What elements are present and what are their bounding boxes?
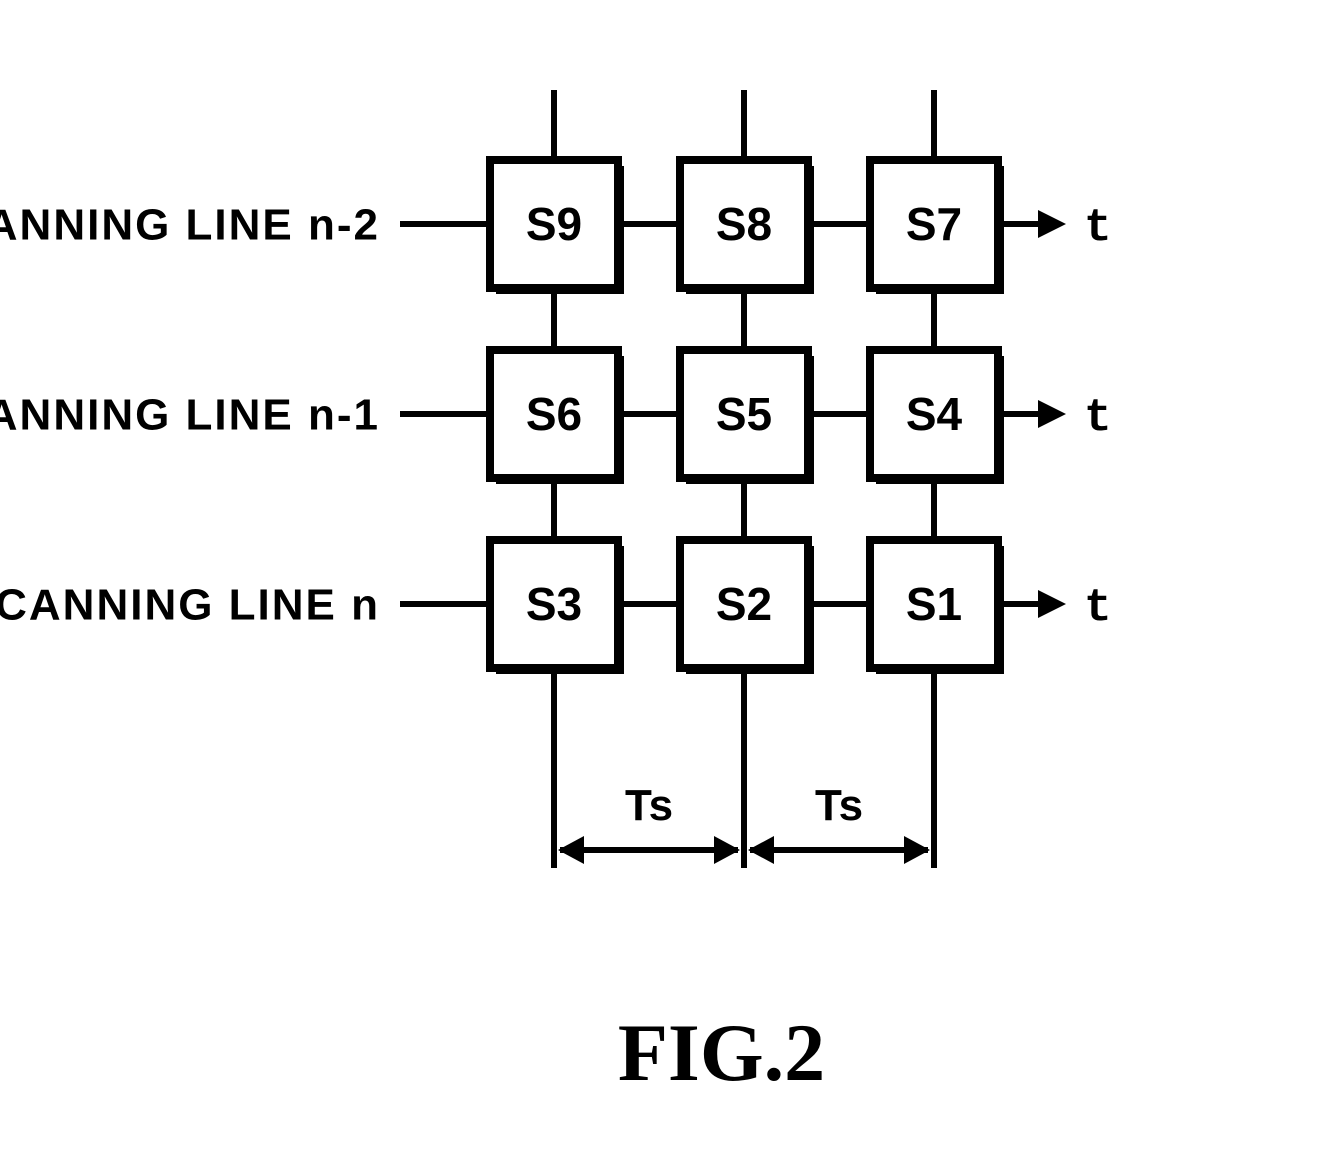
cell-label: S6 [526, 388, 582, 440]
grid-cell: S6 [490, 350, 624, 484]
scanning-line-label: SCANNING LINE n-1 [0, 390, 380, 439]
ts-arrowhead-right [904, 836, 930, 864]
ts-label: Ts [815, 781, 863, 830]
cell-label: S3 [526, 578, 582, 630]
grid-cell: S3 [490, 540, 624, 674]
grid-cell: S5 [680, 350, 814, 484]
grid-cell: S1 [870, 540, 1004, 674]
cell-label: S1 [906, 578, 962, 630]
scanning-line-label: SCANNING LINE n [0, 580, 380, 629]
grid-cell: S4 [870, 350, 1004, 484]
grid-cell: S2 [680, 540, 814, 674]
cell-label: S2 [716, 578, 772, 630]
row-arrowhead [1038, 210, 1066, 238]
row-arrowhead [1038, 590, 1066, 618]
cell-label: S7 [906, 198, 962, 250]
t-axis-label: t [1084, 202, 1112, 254]
ts-arrowhead-left [748, 836, 774, 864]
ts-arrowhead-left [558, 836, 584, 864]
ts-arrowhead-right [714, 836, 740, 864]
cell-label: S5 [716, 388, 772, 440]
ts-label: Ts [625, 781, 673, 830]
row-arrowhead [1038, 400, 1066, 428]
cell-label: S4 [906, 388, 963, 440]
t-axis-label: t [1084, 392, 1112, 444]
grid-cell: S8 [680, 160, 814, 294]
grid-cell: S9 [490, 160, 624, 294]
cell-label: S8 [716, 198, 772, 250]
scanning-line-label: SCANNING LINE n-2 [0, 200, 380, 249]
grid-cell: S7 [870, 160, 1004, 294]
cell-label: S9 [526, 198, 582, 250]
figure-caption: FIG.2 [618, 1007, 825, 1098]
t-axis-label: t [1084, 582, 1112, 634]
